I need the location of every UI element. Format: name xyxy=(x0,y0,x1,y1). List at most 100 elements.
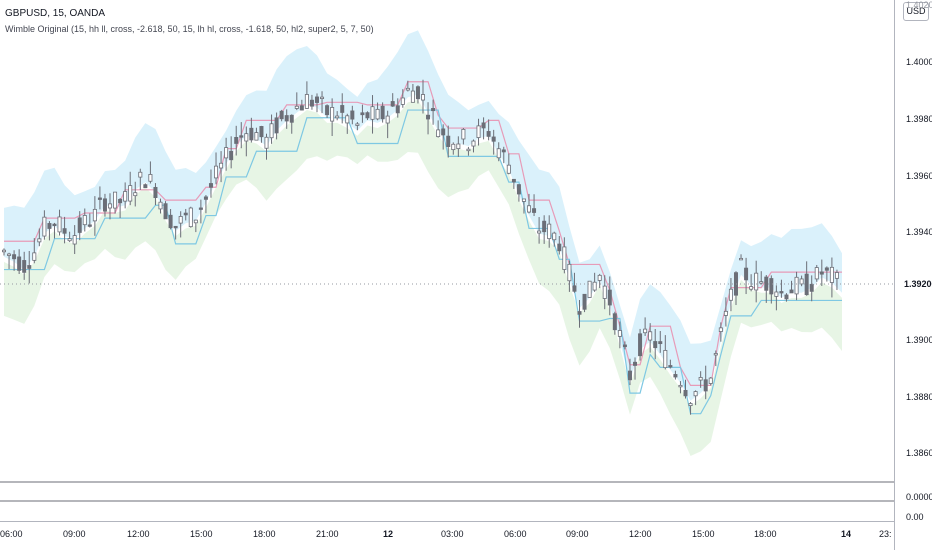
candle-body xyxy=(693,391,698,397)
candle-body xyxy=(834,272,839,279)
candle-body xyxy=(597,274,602,281)
candle-body xyxy=(718,327,723,332)
candle-body xyxy=(673,374,678,378)
candle-body xyxy=(77,217,82,233)
candle-body xyxy=(491,136,496,142)
candle-body xyxy=(658,341,663,345)
candle-body xyxy=(309,99,314,107)
candle-body xyxy=(592,281,597,291)
candle-body xyxy=(254,132,259,141)
time-label: 18:00 xyxy=(253,529,276,539)
candle-body xyxy=(143,184,148,189)
candle-body xyxy=(703,379,708,392)
candle-body xyxy=(410,90,415,103)
candle-body xyxy=(532,208,537,213)
candle-body xyxy=(446,135,451,148)
candle-body xyxy=(764,276,769,291)
time-label: 15:00 xyxy=(692,529,715,539)
candle-body xyxy=(627,370,632,381)
candle-body xyxy=(244,133,249,142)
candle-body xyxy=(380,105,385,120)
candle-body xyxy=(138,171,143,178)
candle-body xyxy=(814,267,819,280)
candle-body xyxy=(562,246,567,270)
candle-body xyxy=(355,123,360,126)
candle-body xyxy=(713,353,718,356)
candle-body xyxy=(113,191,118,209)
candle-body xyxy=(57,216,62,233)
candle-body xyxy=(688,403,693,407)
candle-body xyxy=(602,285,607,299)
candle-body xyxy=(12,254,17,260)
candle-body xyxy=(214,165,219,179)
candle-body xyxy=(547,223,552,240)
candle-body xyxy=(304,94,309,109)
candle-body xyxy=(542,220,547,233)
price-label: 1.39000 xyxy=(906,335,932,345)
day-label: 14 xyxy=(841,529,852,539)
candle-body xyxy=(249,127,254,141)
candle-body xyxy=(87,224,92,227)
price-label: 1.39800 xyxy=(906,114,932,124)
lower-pane-label: 0.00 xyxy=(906,512,924,522)
candle-body xyxy=(158,201,163,210)
candle-body xyxy=(789,289,794,294)
candle-body xyxy=(728,288,733,301)
candle-body xyxy=(723,310,728,316)
candle-body xyxy=(744,267,749,281)
candle-body xyxy=(340,105,345,113)
candle-body xyxy=(496,148,501,159)
candle-body xyxy=(794,276,799,295)
candle-body xyxy=(461,128,466,140)
currency-button[interactable]: USD xyxy=(903,2,929,21)
time-label: 12:00 xyxy=(629,529,652,539)
candle-body xyxy=(330,107,335,122)
candle-body xyxy=(153,186,158,199)
candle-body xyxy=(67,238,72,242)
price-label: 1.38800 xyxy=(906,392,932,402)
candle-body xyxy=(229,150,234,161)
candle-body xyxy=(62,228,67,234)
candle-body xyxy=(27,265,32,269)
candle-body xyxy=(572,285,577,292)
candle-body xyxy=(668,365,673,368)
candle-body xyxy=(582,293,587,310)
candle-body xyxy=(193,219,198,224)
candle-body xyxy=(456,143,461,150)
candle-body xyxy=(552,232,557,241)
candle-body xyxy=(567,263,572,282)
candle-body xyxy=(198,207,203,210)
candle-body xyxy=(108,203,113,209)
price-label: 1.39400 xyxy=(906,227,932,237)
candle-body xyxy=(7,253,12,256)
time-axis[interactable] xyxy=(0,521,894,550)
candle-body xyxy=(708,377,713,384)
candle-body xyxy=(451,143,456,151)
candle-body xyxy=(663,350,668,369)
time-label: 18:00 xyxy=(754,529,777,539)
candle-body xyxy=(173,225,178,229)
price-scale[interactable] xyxy=(894,0,932,550)
time-label: 15:00 xyxy=(190,529,213,539)
candle-body xyxy=(219,162,224,169)
candle-body xyxy=(178,216,183,224)
candle-body xyxy=(420,94,425,101)
candle-body xyxy=(436,129,441,138)
candle-body xyxy=(320,96,325,100)
candle-body xyxy=(360,112,365,116)
candle-body xyxy=(633,361,638,366)
indicator-title[interactable]: Wimble Original (15, hh ll, cross, -2.61… xyxy=(5,24,374,34)
candle-body xyxy=(698,377,703,381)
candle-body xyxy=(390,101,395,107)
candle-body xyxy=(683,389,688,397)
candle-body xyxy=(829,266,834,283)
candle-body xyxy=(804,273,809,296)
candle-body xyxy=(289,114,294,123)
candle-body xyxy=(617,330,622,337)
candle-body xyxy=(294,105,299,109)
candle-body xyxy=(123,191,128,202)
candle-body xyxy=(506,164,511,174)
candle-body xyxy=(471,140,476,147)
symbol-title[interactable]: GBPUSD, 15, OANDA xyxy=(5,8,106,19)
